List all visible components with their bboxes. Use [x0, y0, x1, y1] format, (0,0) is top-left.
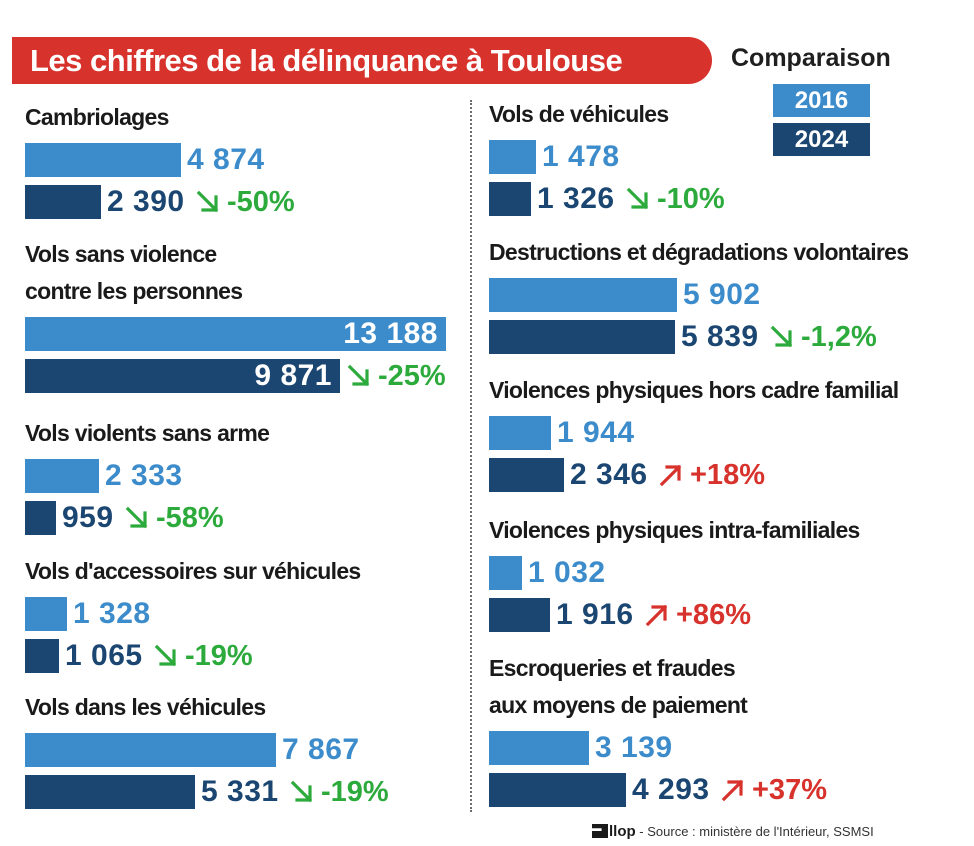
bar-2016 [25, 733, 276, 767]
value-2024: 4 293 [632, 773, 710, 806]
bar-2016 [25, 143, 181, 177]
bar-2024 [25, 359, 340, 393]
change-percent: -58% [124, 501, 224, 535]
legend-2024: 2024 [773, 123, 870, 156]
category-label: Cambriolages [25, 104, 169, 130]
category-label: Vols violents sans arme [25, 420, 270, 446]
value-2016: 7 867 [282, 733, 360, 766]
value-2024: 959 [62, 501, 114, 534]
chart-title: Les chiffres de la délinquance à Toulous… [30, 43, 623, 78]
value-2024: 2 390 [107, 185, 185, 218]
bar-2024 [489, 598, 550, 632]
change-percent: -50% [195, 185, 295, 219]
change-value: -25% [378, 360, 446, 392]
value-2024: 5 331 [201, 775, 279, 808]
value-2016: 1 944 [557, 416, 635, 449]
value-2024: 1 065 [65, 639, 143, 672]
bar-2024 [489, 320, 675, 354]
value-2016: 3 139 [595, 731, 673, 764]
value-2016: 5 902 [683, 278, 761, 311]
arrow-up-right-icon [659, 464, 682, 487]
change-value: -10% [657, 183, 725, 215]
source-brand: llop [609, 823, 636, 840]
category-label: Violences physiques intra-familiales [489, 517, 860, 543]
arrow-down-right-icon [290, 780, 313, 803]
bar-2024 [25, 501, 56, 535]
bar-2016 [489, 556, 522, 590]
category-label: Destructions et dégradations volontaires [489, 239, 909, 265]
category-label: Vols dans les véhicules [25, 694, 266, 720]
value-2024: 2 346 [570, 458, 648, 491]
change-percent: -1,2% [769, 320, 877, 354]
value-2024: 1 326 [537, 182, 615, 215]
arrow-down-right-icon [770, 325, 793, 348]
category-label: aux moyens de paiement [489, 692, 748, 718]
arrow-down-right-icon [196, 190, 219, 213]
bar-2016 [489, 731, 589, 765]
change-value: -58% [156, 502, 224, 534]
bar-2016 [25, 317, 446, 351]
bar-2024 [25, 185, 101, 219]
change-percent: -10% [625, 182, 725, 216]
value-2016: 4 874 [187, 143, 265, 176]
category-label: Escroqueries et fraudes [489, 655, 736, 681]
category-label: Violences physiques hors cadre familial [489, 377, 899, 403]
change-value: -19% [185, 640, 253, 672]
change-percent: -19% [289, 775, 389, 809]
change-percent: -25% [346, 359, 446, 393]
arrow-down-right-icon [626, 187, 649, 210]
source-credit: llop - Source : ministère de l'Intérieur… [592, 823, 874, 840]
arrow-up-right-icon [645, 604, 668, 627]
bar-2024 [25, 775, 195, 809]
change-value: +86% [676, 599, 751, 631]
bar-2024 [489, 773, 626, 807]
llop-logo-icon [592, 824, 608, 838]
arrow-down-right-icon [347, 364, 370, 387]
category-label: Vols sans violence [25, 241, 217, 267]
category-label: Vols de véhicules [489, 101, 669, 127]
title-banner [12, 37, 712, 84]
arrow-down-right-icon [154, 644, 177, 667]
change-value: -19% [321, 776, 389, 808]
arrow-up-right-icon [721, 779, 744, 802]
value-2016: 1 478 [542, 140, 620, 173]
legend-title: Comparaison [731, 44, 891, 72]
column-divider [470, 100, 472, 812]
source-text: - Source : ministère de l'Intérieur, SSM… [639, 824, 874, 839]
bar-2024 [489, 458, 564, 492]
change-percent: +37% [720, 773, 827, 807]
change-percent: +86% [644, 598, 751, 632]
change-percent: +18% [658, 458, 765, 492]
value-2024: 9 871 [254, 359, 332, 392]
bar-2016 [489, 278, 677, 312]
bar-2024 [25, 639, 59, 673]
value-2024: 1 916 [556, 598, 634, 631]
change-value: +18% [690, 459, 765, 491]
bar-2016 [489, 416, 551, 450]
bar-2016 [489, 140, 536, 174]
change-value: -50% [227, 186, 295, 218]
category-label: Vols d'accessoires sur véhicules [25, 558, 361, 584]
value-2016: 2 333 [105, 459, 183, 492]
change-value: -1,2% [801, 321, 877, 353]
value-2016: 1 032 [528, 556, 606, 589]
bar-2016 [25, 459, 99, 493]
legend-2016: 2016 [773, 84, 870, 117]
change-percent: -19% [153, 639, 253, 673]
value-2016: 1 328 [73, 597, 151, 630]
value-2016: 13 188 [343, 317, 438, 350]
bar-2024 [489, 182, 531, 216]
arrow-down-right-icon [125, 506, 148, 529]
change-value: +37% [752, 774, 827, 806]
category-label: contre les personnes [25, 278, 243, 304]
bar-2016 [25, 597, 67, 631]
value-2024: 5 839 [681, 320, 759, 353]
